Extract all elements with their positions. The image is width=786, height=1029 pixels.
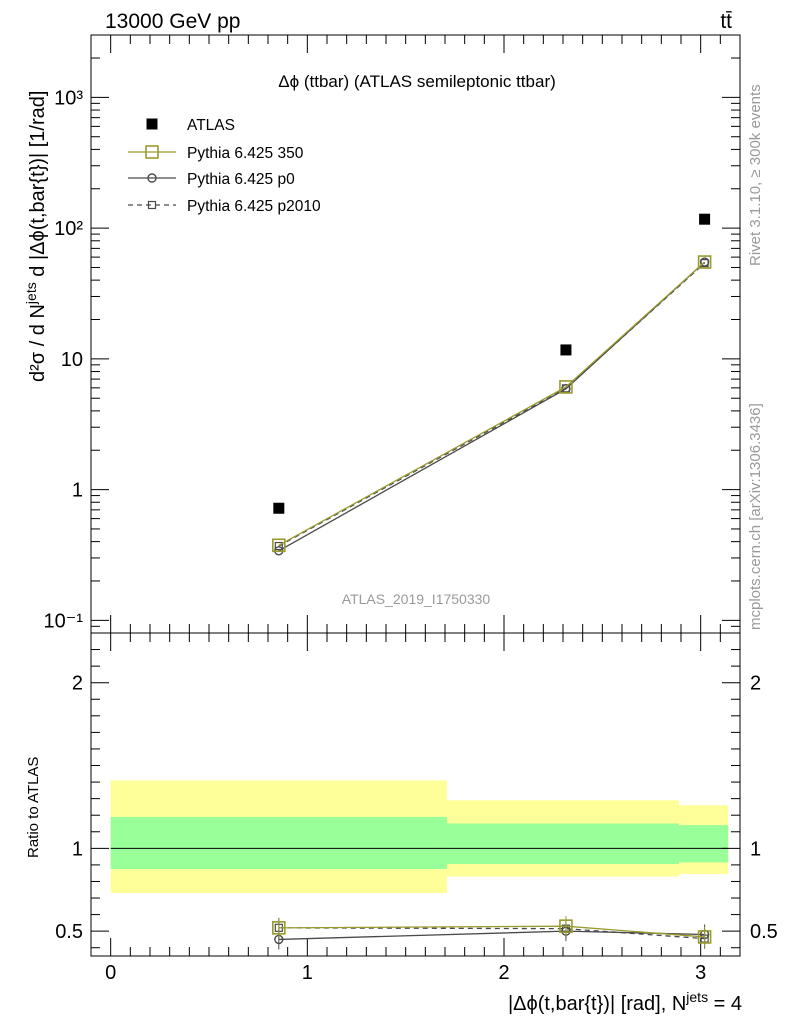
y-tick-label: 10⁻¹ [44, 610, 84, 632]
uncertainty-bands [110, 780, 729, 894]
y-tick-label: 10² [54, 218, 83, 240]
uncertainty-band-inner [446, 823, 680, 865]
data-point [699, 213, 711, 225]
data-point [559, 380, 573, 394]
series-line [278, 261, 706, 552]
x-axis-title: |Δϕ(t,bar{t})| [rad], Njets = 4 [508, 989, 742, 1015]
data-point [274, 541, 283, 551]
uncertainty-band-inner [679, 825, 729, 863]
y-tick-label: 10 [61, 349, 83, 371]
lower-frame [90, 632, 741, 957]
x-tick-label: 0 [105, 962, 116, 984]
y-tick-label-right: 2 [750, 673, 761, 695]
rivet-label: Rivet 3.1.10, ≥ 300k events [747, 84, 764, 266]
lower-panel: 0.5 0.5 1 1 2 2 0 1 2 3 [55, 632, 778, 984]
upper-series [272, 213, 712, 556]
watermark: ATLAS_2019_I1750330 [342, 591, 491, 607]
lower-series [272, 916, 712, 950]
y-axis-title-lower: Ratio to ATLAS [25, 757, 42, 858]
x-tick-label: 2 [498, 962, 509, 984]
legend-marker [145, 145, 159, 159]
data-point [273, 502, 285, 514]
series-line [278, 262, 706, 547]
y-tick-label-right: 0.5 [750, 921, 778, 943]
ratio-line [278, 925, 705, 938]
main-title: Δϕ (ttbar) (ATLAS semileptonic ttbar) [278, 72, 556, 91]
ratio-point [559, 919, 573, 933]
legend-label: Pythia 6.425 p2010 [187, 198, 321, 215]
lower-x-axis: 0 1 2 3 [105, 633, 741, 984]
data-point [697, 255, 712, 269]
ratio-point [697, 930, 712, 944]
y-tick-label: 10³ [54, 87, 83, 109]
legend-marker [147, 173, 157, 183]
legend-label: Pythia 6.425 p0 [187, 171, 295, 188]
x-tick-label: 1 [302, 962, 313, 984]
legend-marker [147, 200, 157, 210]
lower-y-axis: 0.5 0.5 1 1 2 2 [55, 649, 778, 949]
y-tick-label-right: 1 [750, 838, 761, 860]
upper-panel: 10⁻¹ 1 10 10² 10³ Δϕ (ttbar) (ATLAS semilept… [44, 34, 741, 634]
ratio-point [272, 921, 286, 935]
legend: ATLAS Pythia 6.425 350 Pythia 6.425 p0 Pyth… [128, 117, 321, 215]
series-line [278, 261, 706, 546]
y-tick-label: 0.5 [55, 921, 83, 943]
data-point [700, 259, 709, 268]
uncertainty-band-inner [110, 816, 447, 870]
y-tick-label: 1 [72, 480, 83, 502]
y-tick-label: 2 [72, 673, 83, 695]
ratio-line [278, 927, 705, 940]
header-energy: 13000 GeV pp [105, 10, 240, 33]
y-tick-label: 1 [72, 838, 83, 860]
legend-label: ATLAS [187, 117, 235, 134]
y-axis-title-upper: d²σ / d Njets d |Δϕ(t,bar{t})| [1/rad] [23, 91, 49, 382]
header-process: tt̄ [720, 10, 732, 33]
upper-y-axis: 10⁻¹ 1 10 10² 10³ [44, 34, 740, 634]
data-point [560, 344, 572, 356]
x-tick-label: 3 [695, 962, 706, 984]
upper-x-ticks [110, 35, 741, 633]
legend-marker [146, 118, 158, 130]
data-point [272, 538, 286, 553]
legend-label: Pythia 6.425 350 [187, 145, 304, 162]
mcplots-label: mcplots.cern.ch [arXiv:1306.3436] [747, 403, 764, 630]
